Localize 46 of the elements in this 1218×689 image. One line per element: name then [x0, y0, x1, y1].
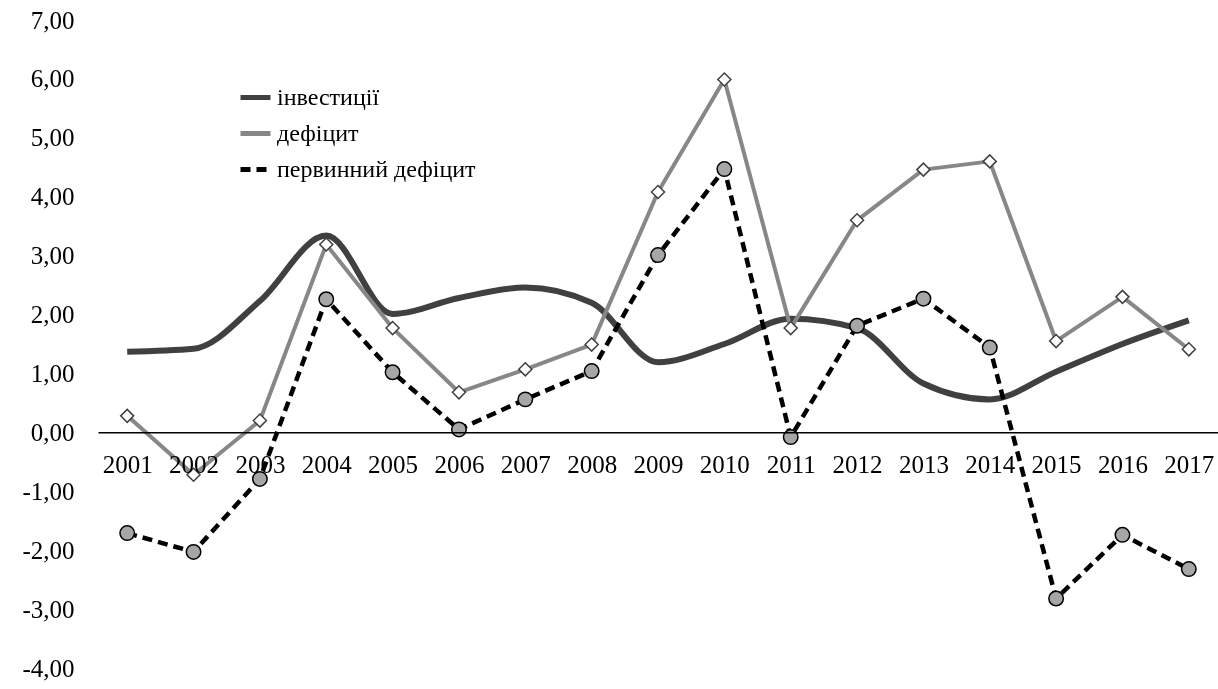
y-tick-label: 6,00 [30, 65, 75, 93]
x-tick-label: 2005 [368, 450, 419, 478]
y-tick-label: -1,00 [22, 477, 75, 505]
point [915, 290, 932, 307]
y-tick-label: 1,00 [30, 359, 75, 387]
x-tick-label: 2015 [1031, 450, 1082, 478]
x-tick-label: 2006 [434, 450, 485, 478]
point [716, 161, 733, 178]
point [1114, 526, 1131, 543]
x-tick-label: 2003 [235, 450, 286, 478]
point [119, 525, 136, 542]
point [1048, 590, 1065, 607]
point [650, 247, 666, 264]
x-tick-label: 2016 [1097, 450, 1148, 478]
y-tick-label: 5,00 [30, 124, 75, 152]
x-tick-label: 2014 [965, 450, 1016, 478]
x-tick-label: 2007 [500, 450, 551, 478]
legend-label: інвестиції [277, 83, 380, 110]
point [318, 291, 335, 308]
x-tick-label: 2008 [567, 450, 618, 478]
point [1180, 561, 1197, 578]
y-tick-label: -4,00 [22, 654, 75, 682]
x-tick-label: 2009 [633, 450, 684, 478]
x-tick-label: 2001 [102, 450, 153, 478]
y-tick-label: 2,00 [30, 301, 75, 329]
point [185, 543, 202, 560]
point [981, 339, 998, 356]
x-tick-label: 2010 [699, 450, 750, 478]
point [849, 317, 866, 334]
x-tick-label: 2011 [766, 450, 816, 478]
y-tick-label: 4,00 [30, 183, 75, 211]
x-tick-label: 2017 [1164, 450, 1215, 478]
legend-label: первинний дефіцит [277, 155, 477, 182]
legend-label: дефіцит [277, 119, 360, 146]
y-tick-label: 0,00 [30, 418, 75, 446]
y-tick-label: 3,00 [30, 242, 75, 270]
point [583, 363, 600, 380]
y-tick-label: -3,00 [22, 595, 75, 623]
y-tick-label: 7,00 [30, 6, 75, 34]
y-tick-label: -2,00 [22, 536, 75, 564]
x-tick-label: 2004 [301, 450, 353, 478]
point [517, 391, 534, 408]
x-tick-label: 2012 [832, 450, 883, 478]
x-tick-label: 2002 [169, 450, 220, 478]
point [384, 364, 401, 381]
x-tick-label: 2013 [898, 450, 949, 478]
